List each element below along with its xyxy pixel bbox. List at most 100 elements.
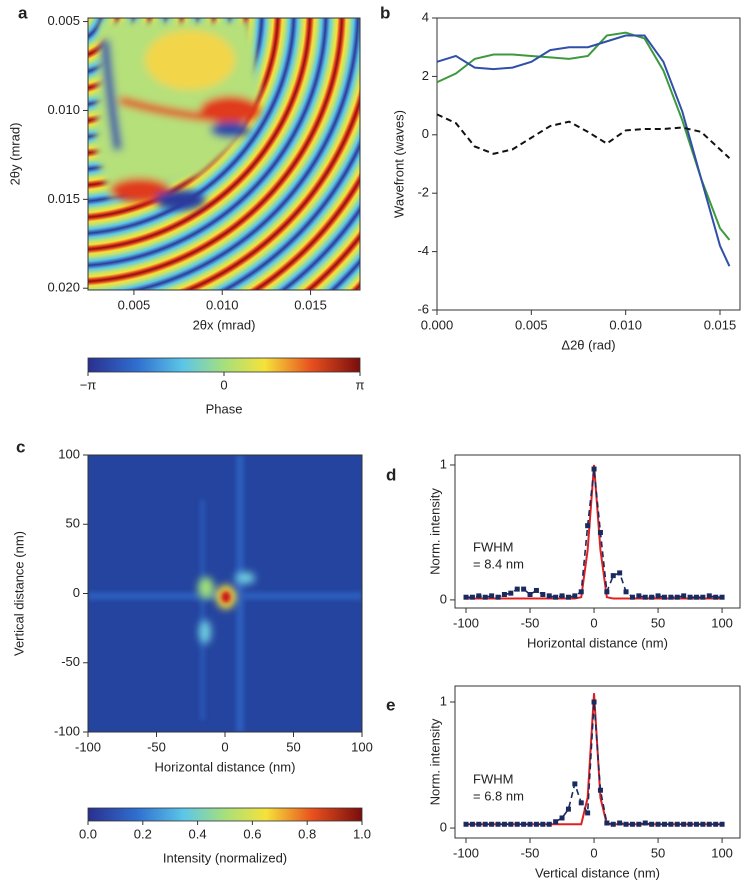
- data-point: [661, 594, 667, 600]
- data-point: [495, 821, 501, 827]
- data-point: [713, 821, 719, 827]
- panel-letter: e: [386, 695, 395, 714]
- data-point: [533, 587, 539, 593]
- data-point: [501, 592, 507, 598]
- y-tick-label: 0: [440, 819, 447, 834]
- series-line: [436, 113, 731, 159]
- data-point: [533, 821, 539, 827]
- x-tick-label: 0: [221, 739, 228, 754]
- colorbar-tick-label: −π: [80, 377, 97, 392]
- data-point: [655, 593, 661, 599]
- data-point: [636, 593, 642, 599]
- series-line: [466, 468, 723, 599]
- x-tick-label: 100: [351, 739, 373, 754]
- data-point: [668, 821, 674, 827]
- x-tick-label: 100: [711, 845, 733, 860]
- x-tick-label: -50: [147, 739, 166, 754]
- y-axis-label: Vertical distance (nm): [11, 531, 26, 656]
- data-point: [508, 590, 514, 596]
- data-point: [572, 781, 578, 787]
- y-tick-label: 0: [73, 585, 80, 600]
- x-tick-label: -100: [453, 845, 479, 860]
- data-point: [476, 593, 482, 599]
- y-tick-label: -6: [417, 301, 429, 316]
- plot-frame: [454, 454, 741, 609]
- data-point: [629, 821, 635, 827]
- data-point: [546, 593, 552, 599]
- y-axis-label: Norm. intensity: [427, 718, 442, 805]
- series-line: [466, 701, 723, 826]
- colorbar-tick-label: 0.8: [298, 826, 316, 841]
- y-tick-label: -2: [417, 185, 429, 200]
- plot-frame: [454, 685, 741, 839]
- data-point: [469, 594, 475, 600]
- data-point: [719, 594, 725, 600]
- x-tick-label: 0.010: [206, 297, 239, 312]
- data-point: [514, 586, 520, 592]
- data-point: [527, 821, 533, 827]
- data-point: [681, 821, 687, 827]
- data-point: [476, 821, 482, 827]
- data-point: [585, 523, 591, 529]
- intensity-colorbar: [87, 807, 363, 822]
- data-point: [553, 594, 559, 600]
- y-tick-label: -4: [417, 243, 429, 258]
- data-point: [636, 821, 642, 827]
- data-point: [540, 821, 546, 827]
- data-point: [489, 821, 495, 827]
- data-point: [585, 810, 591, 816]
- x-axis-label: Vertical distance (nm): [535, 865, 660, 880]
- data-point: [623, 589, 629, 595]
- data-point: [514, 821, 520, 827]
- data-point: [674, 594, 680, 600]
- data-point: [706, 821, 712, 827]
- panel-letter: c: [16, 437, 25, 456]
- data-point: [604, 820, 610, 826]
- data-point: [687, 821, 693, 827]
- panel-letter: b: [380, 3, 390, 22]
- x-tick-label: 50: [286, 739, 300, 754]
- data-point: [719, 821, 725, 827]
- data-point: [649, 594, 655, 600]
- x-tick-label: 50: [651, 845, 665, 860]
- series-line: [466, 693, 723, 826]
- data-point: [482, 594, 488, 600]
- phase-map: [88, 18, 360, 290]
- data-point: [489, 593, 495, 599]
- series-line: [436, 31, 731, 241]
- colorbar-tick-label: 0.0: [79, 826, 97, 841]
- data-point: [642, 594, 648, 600]
- panel-letter: a: [18, 3, 28, 22]
- x-tick-label: 0.015: [294, 297, 327, 312]
- x-tick-label: -100: [453, 615, 479, 630]
- colorbar-tick-label: 0: [220, 377, 227, 392]
- data-point: [559, 593, 565, 599]
- x-tick-label: 0.010: [609, 317, 642, 332]
- data-point: [463, 594, 469, 600]
- y-tick-label: 0.005: [47, 13, 80, 28]
- data-point: [604, 589, 610, 595]
- y-tick-label: 0.010: [47, 102, 80, 117]
- plot-frame: [87, 17, 361, 291]
- y-tick-label: 0.020: [47, 280, 80, 295]
- colorbar-label: Phase: [206, 401, 243, 416]
- y-axis-label: Wavefront (waves): [391, 110, 406, 218]
- data-point: [597, 529, 603, 535]
- colorbar-tick-label: π: [356, 377, 365, 392]
- data-point: [572, 593, 578, 599]
- data-point: [623, 821, 629, 827]
- data-point: [700, 594, 706, 600]
- y-tick-label: 1: [440, 693, 447, 708]
- data-point: [469, 821, 475, 827]
- data-point: [495, 594, 501, 600]
- data-point: [578, 589, 584, 595]
- data-point: [693, 594, 699, 600]
- x-tick-label: 50: [651, 615, 665, 630]
- data-point: [559, 815, 565, 821]
- data-point: [463, 821, 469, 827]
- data-point: [565, 594, 571, 600]
- data-point: [610, 821, 616, 827]
- data-point: [521, 821, 527, 827]
- data-point: [508, 821, 514, 827]
